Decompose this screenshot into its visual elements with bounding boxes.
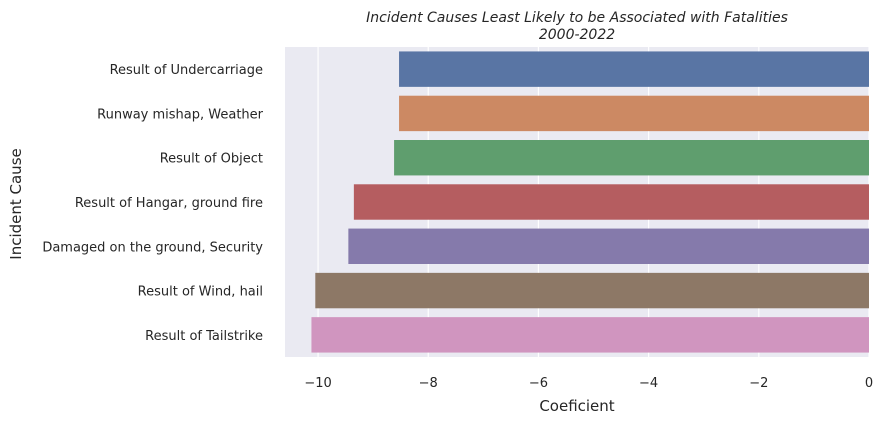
y-axis-label: Incident Cause bbox=[7, 148, 25, 259]
bars bbox=[311, 51, 869, 353]
bar-4 bbox=[348, 228, 869, 264]
y-tick-label: Result of Tailstrike bbox=[145, 329, 263, 344]
bar-6 bbox=[311, 317, 869, 353]
x-tick-labels: −10 −8 −6 −4 −2 0 bbox=[304, 376, 873, 391]
bar-2 bbox=[394, 140, 869, 176]
x-tick-label: −10 bbox=[304, 376, 331, 391]
y-tick-label: Result of Wind, hail bbox=[138, 285, 263, 300]
chart-title: Incident Causes Least Likely to be Assoc… bbox=[366, 10, 788, 26]
y-tick-label: Result of Object bbox=[160, 152, 263, 167]
y-tick-label: Runway mishap, Weather bbox=[97, 107, 264, 122]
y-tick-labels: Result of Undercarriage Runway mishap, We… bbox=[42, 63, 263, 344]
y-tick-label: Result of Undercarriage bbox=[110, 63, 263, 78]
bar-0 bbox=[399, 51, 869, 87]
y-tick-label: Result of Hangar, ground fire bbox=[75, 196, 263, 211]
x-tick-label: −4 bbox=[639, 376, 658, 391]
x-tick-label: −2 bbox=[749, 376, 768, 391]
chart-subtitle: 2000-2022 bbox=[539, 27, 615, 43]
bar-5 bbox=[315, 272, 869, 309]
bar-1 bbox=[399, 95, 869, 132]
x-tick-label: 0 bbox=[865, 376, 873, 391]
x-tick-label: −8 bbox=[419, 376, 438, 391]
bar-3 bbox=[353, 184, 869, 220]
y-tick-label: Damaged on the ground, Security bbox=[42, 240, 263, 255]
x-axis-label: Coeficient bbox=[539, 397, 614, 415]
x-tick-label: −6 bbox=[529, 376, 548, 391]
